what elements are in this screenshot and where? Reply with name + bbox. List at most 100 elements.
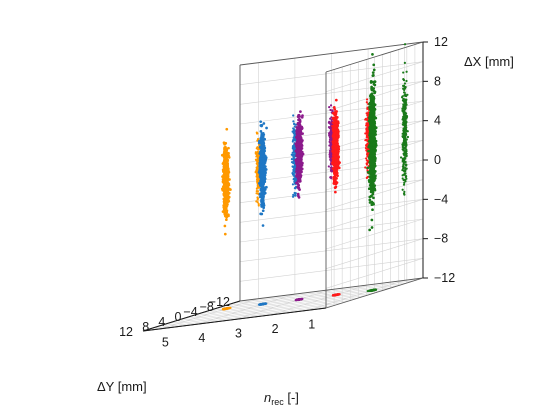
floor-point <box>263 302 266 305</box>
wall-point <box>256 190 260 193</box>
scatter-point <box>295 170 298 173</box>
grid-line <box>167 300 351 324</box>
scatter-point <box>261 148 264 152</box>
scatter-point <box>334 190 337 194</box>
scatter-point <box>225 201 229 205</box>
wall-point <box>402 112 406 115</box>
wall-point <box>406 135 410 139</box>
scatter-point <box>332 118 336 121</box>
wall-point <box>403 129 407 132</box>
scatter-point <box>301 132 304 135</box>
wall-point <box>256 198 259 201</box>
wall-point <box>329 108 332 112</box>
scatter-point <box>261 157 265 161</box>
floor-point <box>366 289 369 293</box>
wall-point <box>291 183 295 186</box>
wall-point <box>367 152 370 155</box>
wall-point <box>404 172 407 175</box>
scatter-point <box>262 142 265 146</box>
wall-point <box>403 140 406 143</box>
floor-point <box>369 289 372 292</box>
wall-point <box>365 118 368 121</box>
wall-point <box>330 137 333 140</box>
wall-point <box>402 153 406 156</box>
wall-point <box>329 104 333 107</box>
scatter-point <box>335 135 339 138</box>
scatter-point <box>334 147 337 150</box>
wall-point <box>404 123 407 126</box>
wall-point <box>402 78 405 81</box>
scatter-point <box>258 184 262 187</box>
scatter-point <box>296 127 300 131</box>
wall-point <box>403 91 406 94</box>
wall-point <box>402 192 406 195</box>
wall-point <box>401 107 404 111</box>
wall-point <box>366 107 369 110</box>
scatter-point <box>332 177 336 181</box>
wall-point <box>402 183 406 186</box>
scatter-point <box>298 188 301 191</box>
wall-point <box>254 151 257 154</box>
wall-point <box>403 43 407 46</box>
scatter-point <box>262 194 265 197</box>
wall-point <box>401 84 405 88</box>
wall-point <box>404 107 407 110</box>
scatter-point <box>333 152 337 155</box>
wall-point <box>405 115 409 118</box>
wall-point <box>366 113 369 117</box>
scatter-point <box>224 189 228 192</box>
scatter-point <box>260 167 264 171</box>
scatter-point <box>296 192 300 196</box>
floor-point <box>372 288 376 292</box>
wall-point <box>256 151 260 154</box>
scatter-point <box>263 149 266 153</box>
scatter-point <box>261 198 265 202</box>
scatter-point <box>225 204 228 208</box>
wall-point <box>293 163 297 167</box>
wall-point <box>291 195 295 198</box>
wall-point <box>403 181 406 184</box>
grid-line <box>183 295 367 319</box>
grid-panes <box>142 41 424 332</box>
scatter-point <box>225 158 229 162</box>
scatter-point <box>224 152 228 156</box>
floor-point <box>333 293 337 297</box>
scatter-point <box>297 147 301 150</box>
wall-point <box>404 136 407 139</box>
wall-point <box>293 130 296 134</box>
scatter-point <box>334 123 337 126</box>
scatter-point <box>224 145 227 149</box>
scatter-point <box>300 115 304 119</box>
scatter-point <box>301 139 304 142</box>
scatter-point <box>333 112 337 115</box>
scatter-point <box>299 136 303 139</box>
wall-point <box>403 82 407 85</box>
scatter-point <box>334 180 338 183</box>
scatter-point <box>299 110 302 113</box>
scatter-point <box>225 178 228 182</box>
wall-point <box>404 141 408 144</box>
scatter-point <box>261 224 265 227</box>
pane-edge <box>325 41 424 73</box>
wall-point <box>292 151 295 154</box>
scatter-point <box>227 214 230 218</box>
scatter-point <box>372 196 375 200</box>
scatter-points <box>220 52 378 236</box>
wall-point <box>330 123 333 126</box>
floor-point <box>222 308 225 311</box>
scatter-point <box>263 186 266 190</box>
wall-point <box>367 111 370 114</box>
scatter-point <box>223 142 226 146</box>
scatter-point <box>332 105 336 109</box>
scatter-point <box>336 165 340 168</box>
grid-line <box>191 292 375 317</box>
scatter-point <box>262 145 266 149</box>
wall-point <box>405 143 408 147</box>
scatter-point <box>332 135 336 139</box>
scatter-point <box>261 177 265 181</box>
wall-point <box>364 132 367 135</box>
wall-point <box>293 135 296 138</box>
scatter-point <box>262 160 266 164</box>
wall-point <box>329 153 332 156</box>
wall-point <box>403 118 406 121</box>
